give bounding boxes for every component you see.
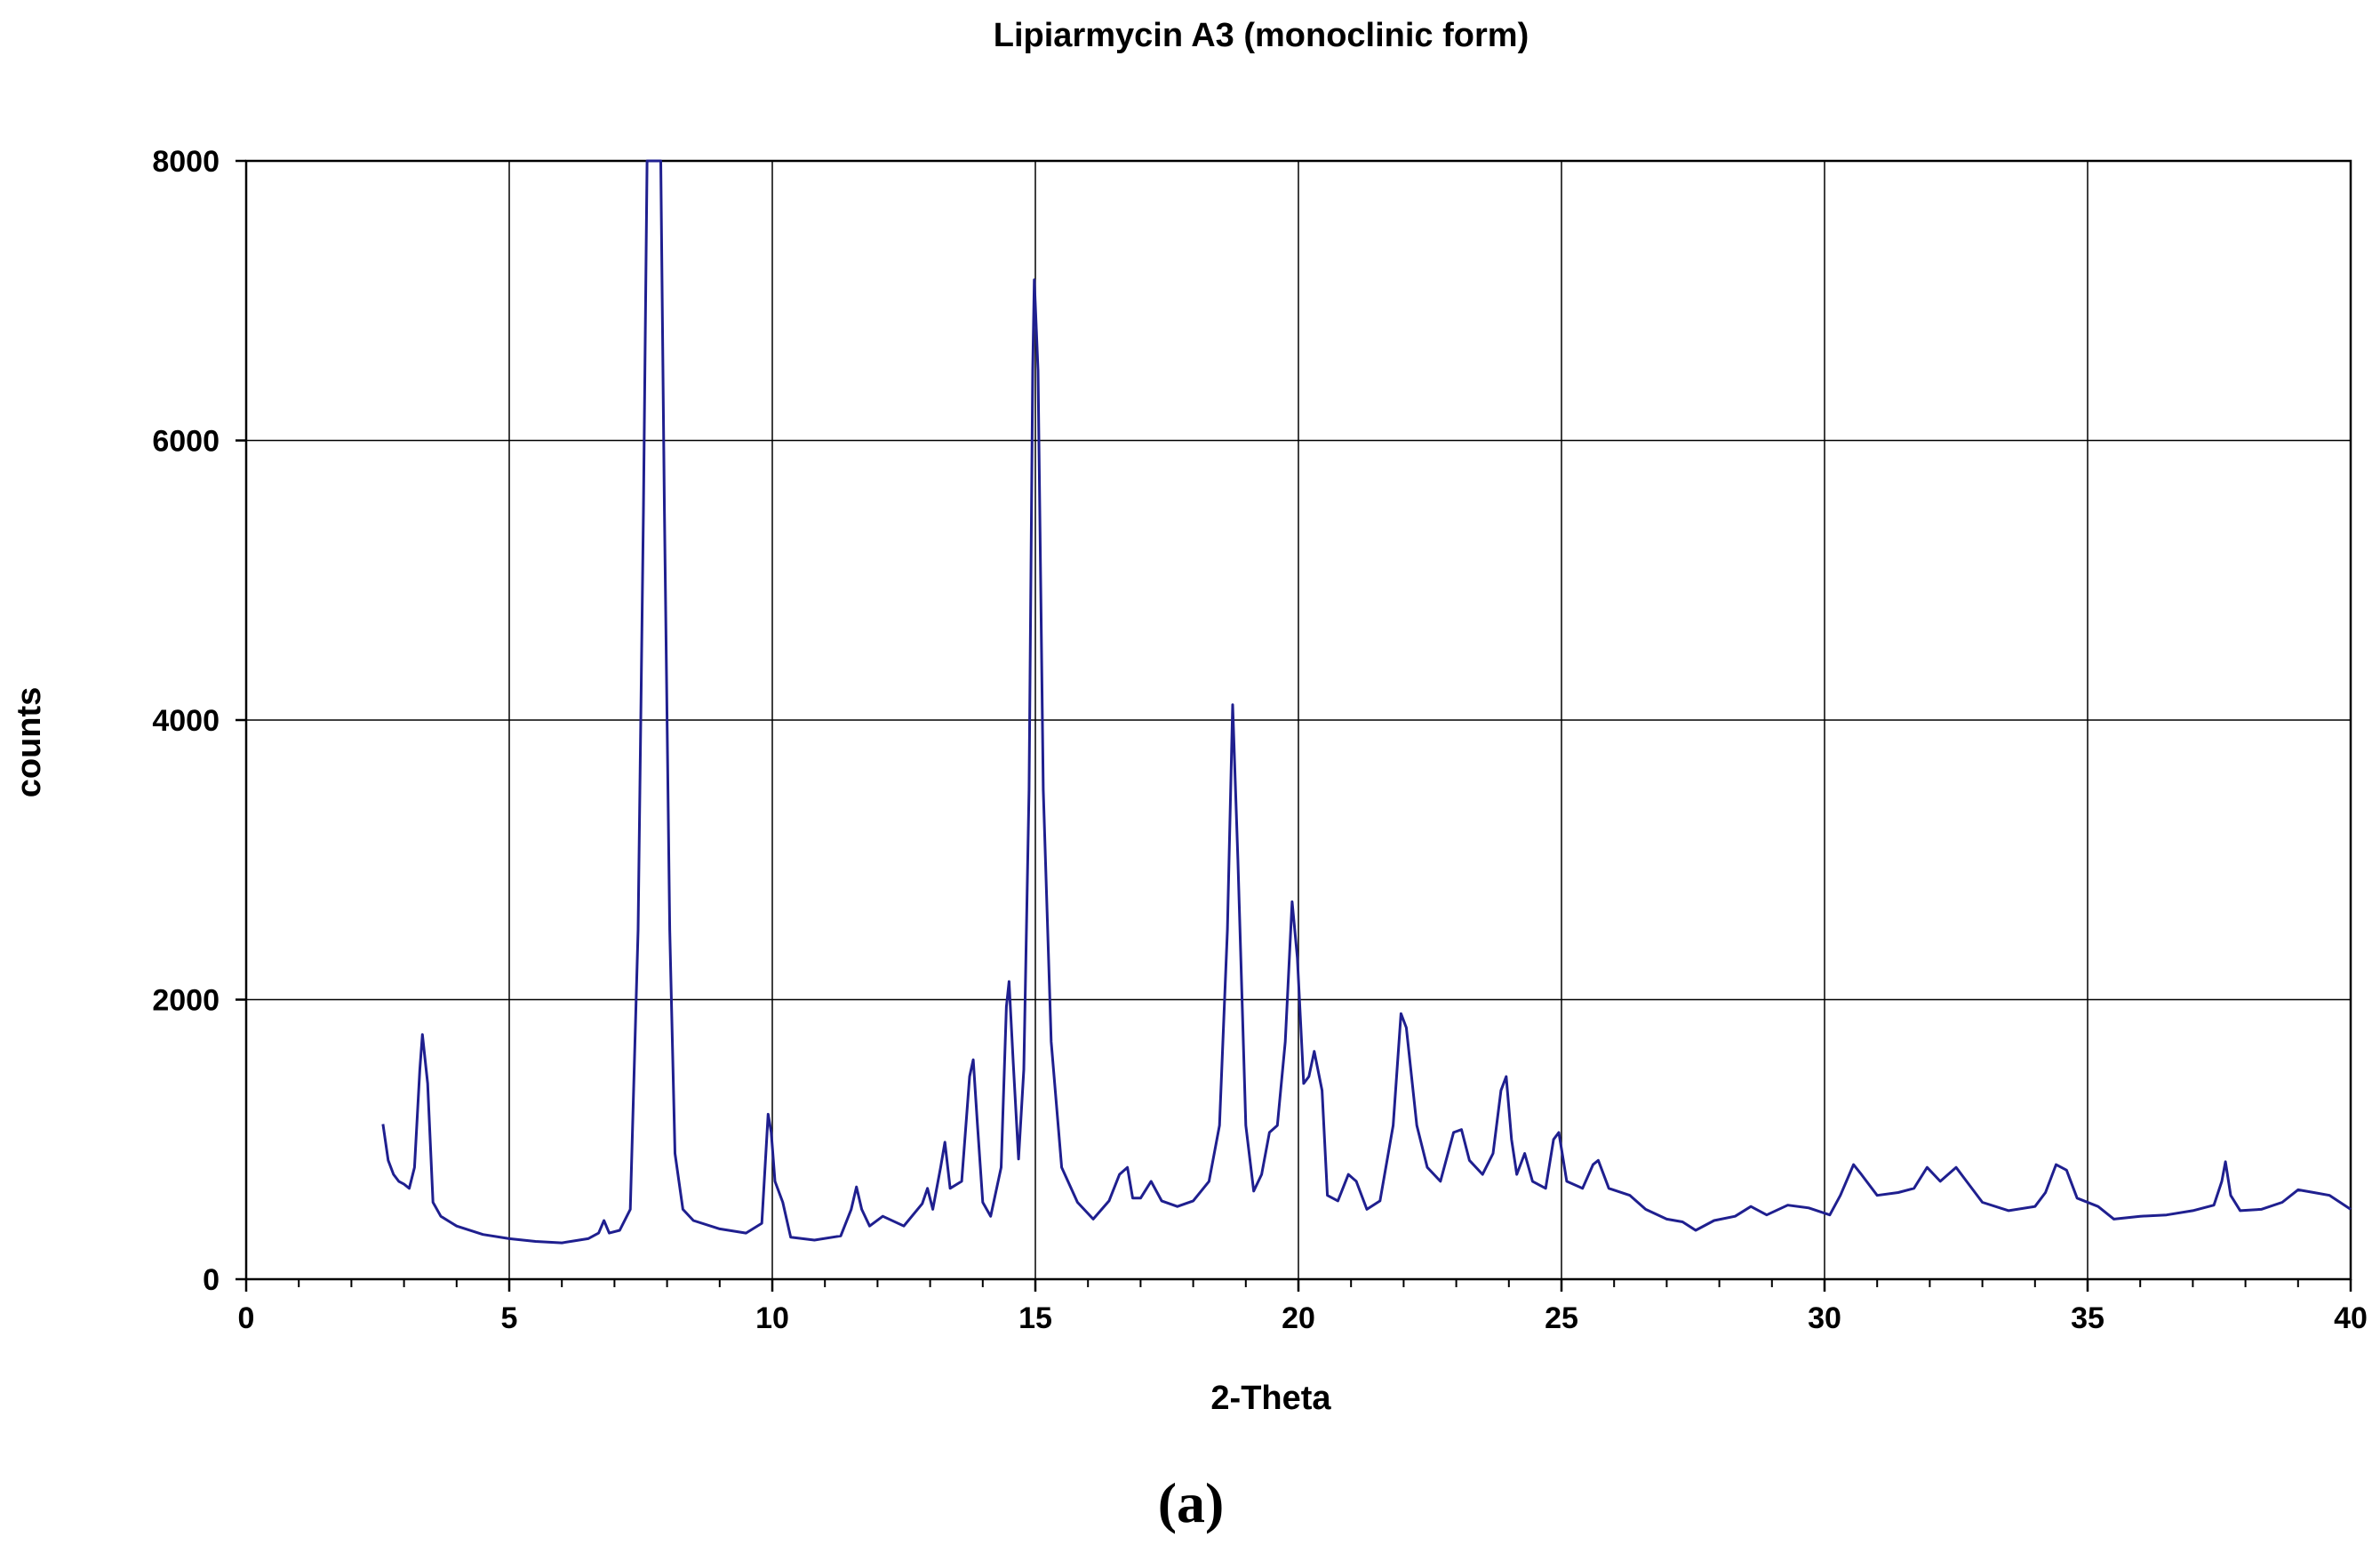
figure-caption: (a)	[1158, 1471, 1225, 1534]
chart-title: Lipiarmycin A3 (monoclinic form)	[994, 17, 1529, 54]
x-tick-label: 5	[501, 1301, 518, 1335]
x-tick-label: 30	[1808, 1301, 1841, 1335]
series-line	[381, 159, 2352, 1245]
x-tick-label: 0	[238, 1301, 255, 1335]
x-tick-label: 10	[755, 1301, 789, 1335]
x-tick-label: 40	[2334, 1301, 2368, 1335]
y-tick-label: 6000	[152, 425, 220, 459]
x-tick-label: 15	[1018, 1301, 1052, 1335]
y-tick-label: 0	[203, 1263, 220, 1297]
gridlines	[246, 161, 2351, 1279]
x-axis-title: 2-Theta	[1210, 1380, 1331, 1417]
y-axis-title: counts	[11, 687, 48, 798]
y-tick-label: 4000	[152, 704, 220, 738]
y-tick-label: 8000	[152, 145, 220, 179]
x-tick-label: 20	[1282, 1301, 1315, 1335]
y-tick-label: 2000	[152, 984, 220, 1018]
axis-ticks	[236, 159, 2352, 1292]
tick-labels: 0 5 10 15 20 25 30 35 40 0 2000 4000 6000 8000	[152, 145, 2368, 1335]
x-tick-label: 25	[1545, 1301, 1578, 1335]
x-tick-label: 35	[2071, 1301, 2104, 1335]
